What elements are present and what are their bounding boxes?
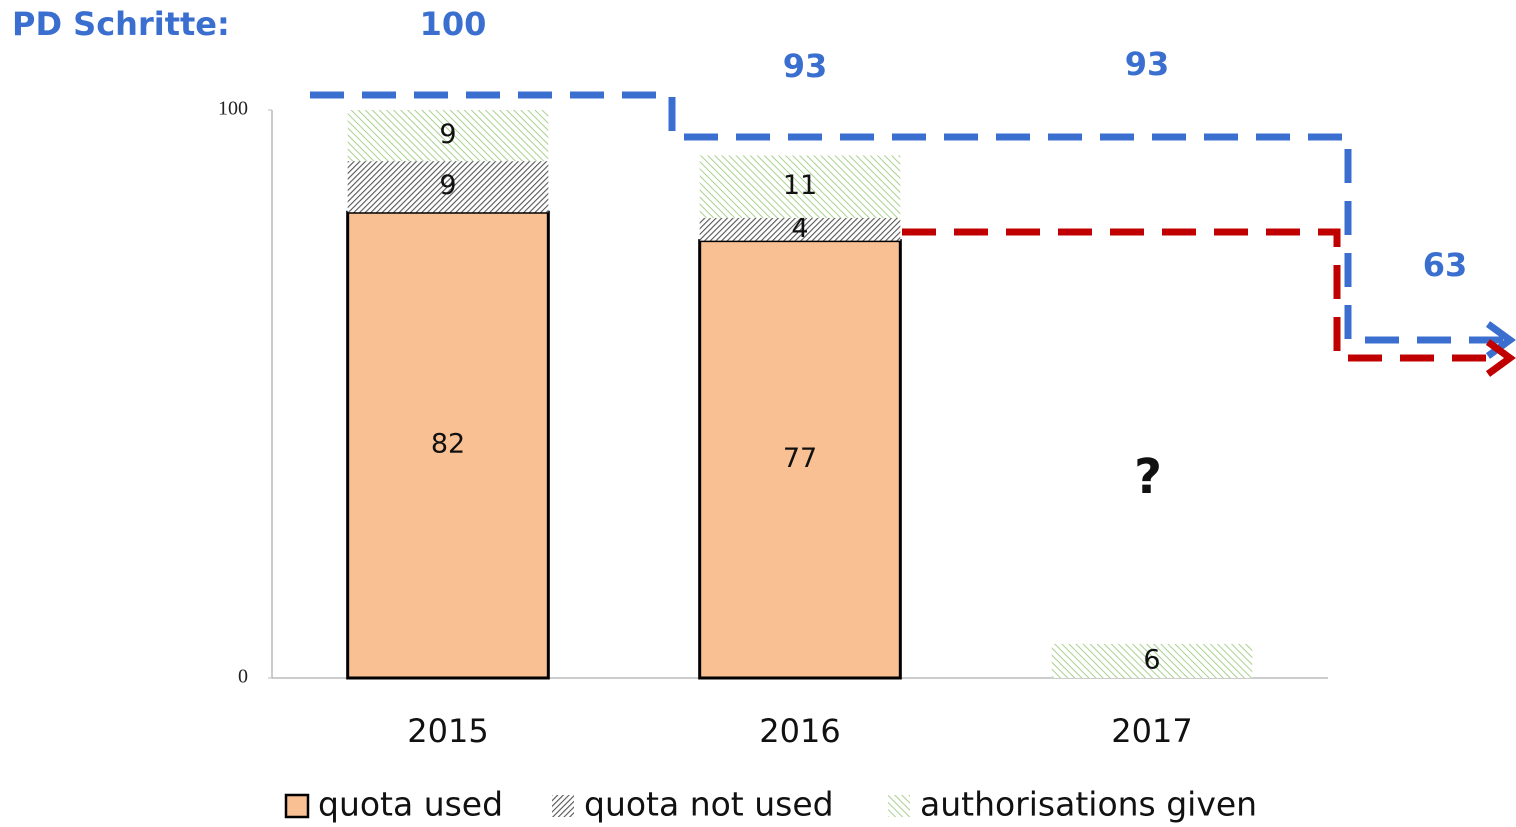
legend-label: quota not used xyxy=(584,785,834,824)
legend-label: authorisations given xyxy=(920,785,1257,824)
annotation: PD Schritte: xyxy=(12,5,230,43)
bar-segment xyxy=(347,161,549,213)
data-label: 6 xyxy=(1143,644,1160,675)
x-tick-label: 2015 xyxy=(407,712,488,750)
legend-swatch xyxy=(888,795,910,817)
annotation: 63 xyxy=(1423,246,1468,284)
data-label: 82 xyxy=(431,429,465,460)
bar-segment xyxy=(699,155,901,218)
legend-label: quota used xyxy=(318,785,503,824)
data-label: 4 xyxy=(791,213,808,244)
bar-segment xyxy=(1051,643,1253,678)
red-arrow-head xyxy=(1485,339,1516,377)
legend-swatch xyxy=(284,793,310,819)
annotation: ? xyxy=(1134,449,1162,505)
blue-step-line xyxy=(310,91,1505,344)
y-tick-label: 0 xyxy=(238,666,248,688)
data-label: 11 xyxy=(783,170,817,201)
x-tick-label: 2016 xyxy=(759,712,840,750)
data-label: 9 xyxy=(439,170,456,201)
legend-swatch xyxy=(552,795,574,817)
step-lines xyxy=(310,91,1516,377)
y-tick-label: 100 xyxy=(218,98,248,120)
annotation: 93 xyxy=(1125,45,1170,83)
annotation: 100 xyxy=(420,5,487,43)
x-tick-label: 2017 xyxy=(1111,712,1192,750)
bar-segment xyxy=(347,110,549,162)
bar-segment xyxy=(699,217,901,241)
red-step-line xyxy=(902,228,1505,362)
data-label: 77 xyxy=(783,443,817,474)
annotation: 93 xyxy=(783,47,828,85)
bar-segment xyxy=(346,210,550,680)
data-label: 9 xyxy=(439,119,456,150)
